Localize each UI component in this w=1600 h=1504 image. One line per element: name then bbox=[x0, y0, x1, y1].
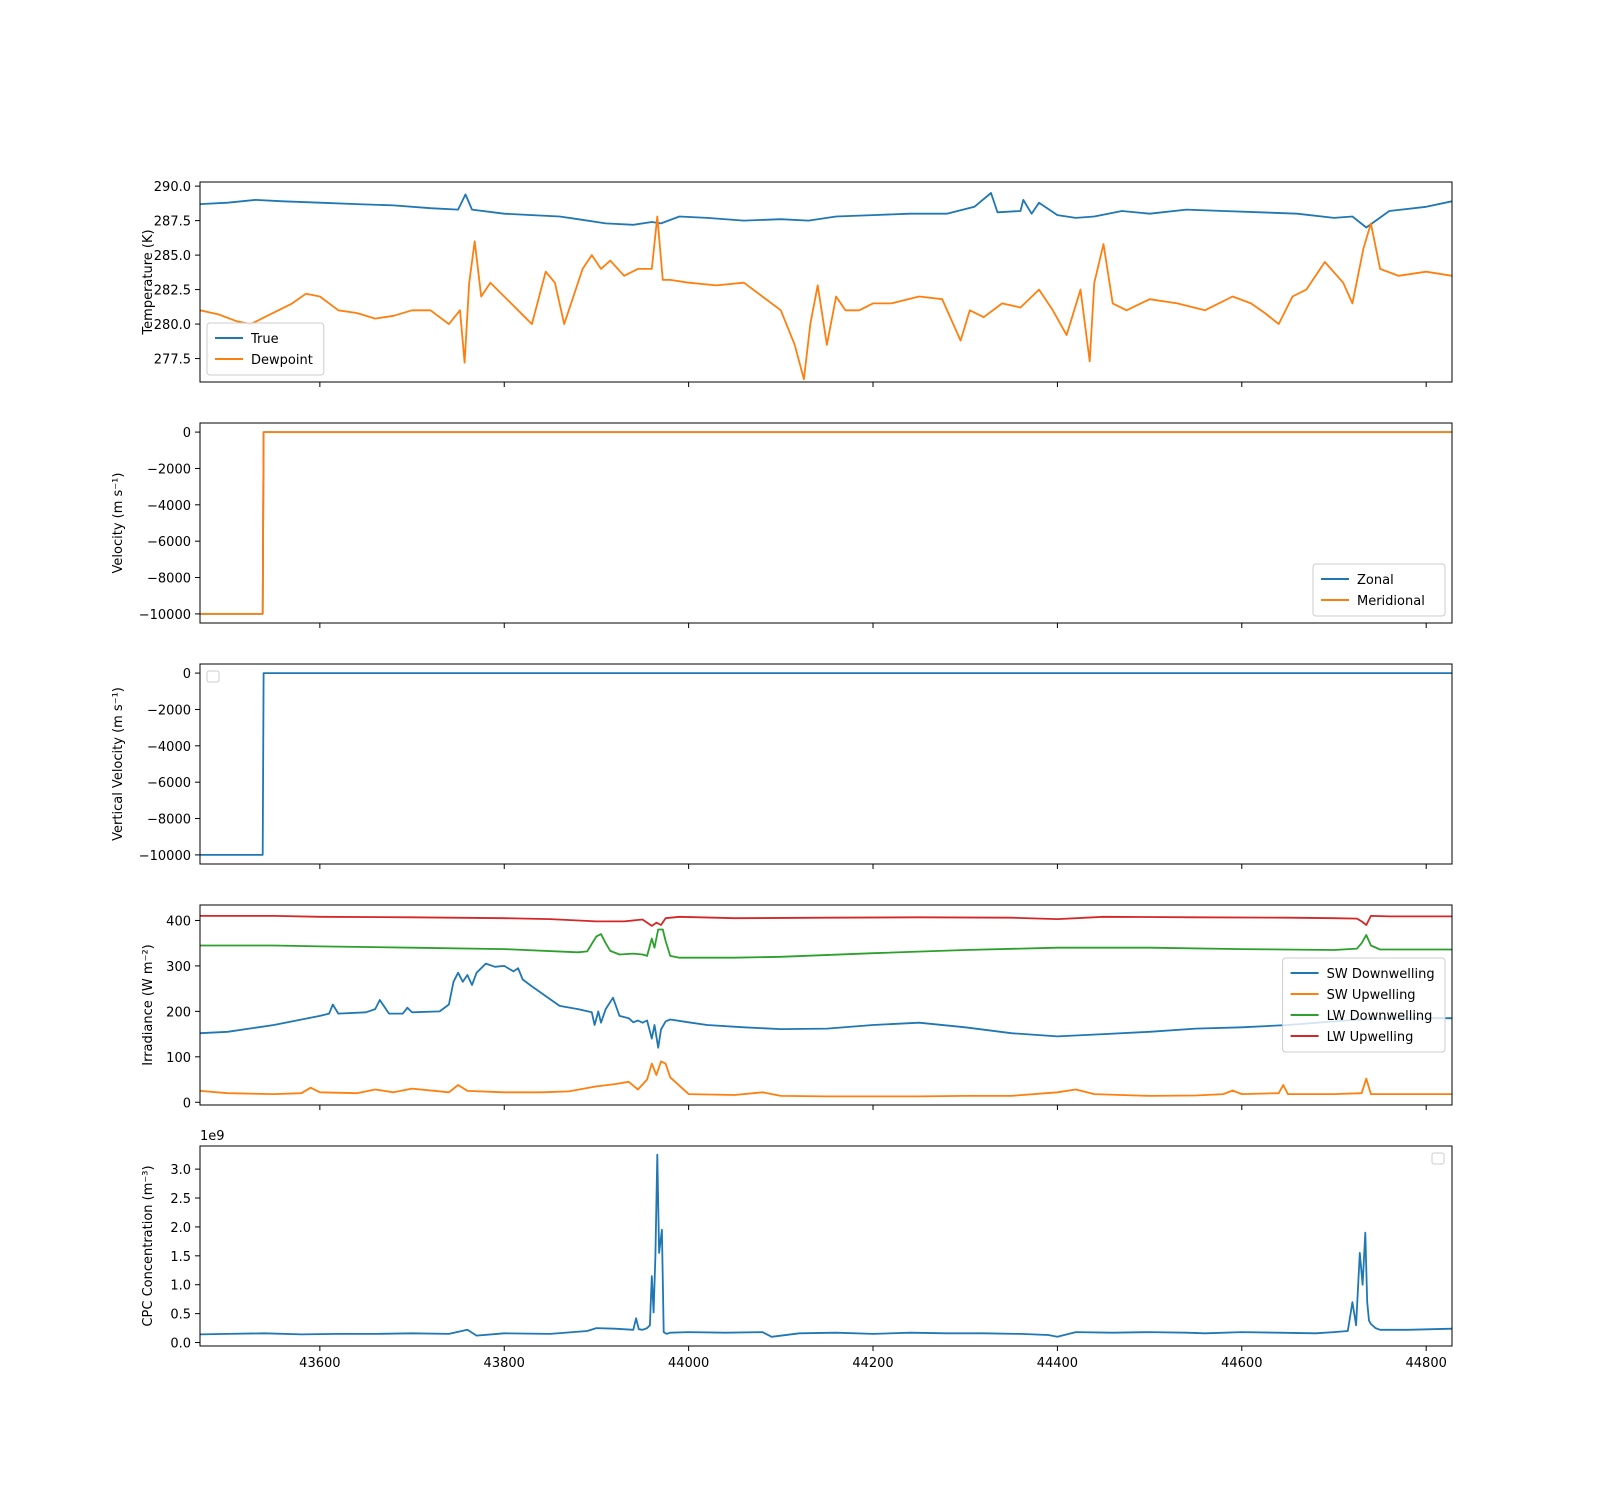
axes-frame bbox=[199, 181, 1453, 383]
legend-entry: SW Upwelling bbox=[1327, 988, 1416, 1003]
y-tick-label: 285.0 bbox=[154, 249, 191, 264]
y-tick-label: −6000 bbox=[147, 535, 191, 550]
y-tick-label: 1.5 bbox=[170, 1250, 191, 1265]
y-tick-label: 1.0 bbox=[170, 1279, 191, 1294]
x-tick-label: 44400 bbox=[1037, 1356, 1078, 1371]
axes-frame bbox=[199, 663, 1453, 865]
legend-entry: LW Downwelling bbox=[1327, 1009, 1433, 1024]
y-tick-label: 3.0 bbox=[170, 1163, 191, 1178]
series-line-lw-upwelling bbox=[200, 915, 1452, 927]
y-axis-label: Velocity (m s⁻¹) bbox=[111, 473, 126, 574]
legend-empty bbox=[1431, 1152, 1445, 1165]
legend-entry: True bbox=[250, 332, 279, 347]
y-tick-label: −4000 bbox=[147, 499, 191, 514]
y-tick-label: 280.0 bbox=[154, 318, 191, 333]
x-tick-label: 43800 bbox=[484, 1356, 525, 1371]
y-axis-label: Irradiance (W m⁻²) bbox=[141, 944, 156, 1065]
axes-frame bbox=[199, 904, 1453, 1106]
y-tick-label: 2.0 bbox=[170, 1221, 191, 1236]
y-axis-label: CPC Concentration (m⁻³) bbox=[141, 1165, 156, 1326]
y-tick-label: 100 bbox=[166, 1051, 191, 1066]
y-tick-label: −4000 bbox=[147, 740, 191, 755]
x-tick-label: 44000 bbox=[668, 1356, 709, 1371]
y-tick-label: 282.5 bbox=[154, 284, 191, 299]
y-tick-label: 200 bbox=[166, 1005, 191, 1020]
legend: Zonal Meridional bbox=[1312, 563, 1446, 617]
y-tick-label: 290.0 bbox=[154, 180, 191, 195]
y-tick-label: −8000 bbox=[147, 572, 191, 587]
series-line-5-0 bbox=[200, 1153, 1452, 1338]
legend: True Dewpoint bbox=[206, 322, 325, 376]
x-tick-label: 44600 bbox=[1221, 1356, 1262, 1371]
series-line-sw-downwelling bbox=[200, 962, 1452, 1049]
legend-entry: Dewpoint bbox=[251, 353, 313, 368]
y-tick-label: −8000 bbox=[147, 813, 191, 828]
y-tick-label: 400 bbox=[166, 914, 191, 929]
y-tick-label: 0.5 bbox=[170, 1308, 191, 1323]
y-tick-label: −2000 bbox=[147, 703, 191, 718]
y-tick-label: 0 bbox=[183, 667, 191, 682]
legend-entry: SW Downwelling bbox=[1327, 967, 1435, 982]
y-tick-label: 300 bbox=[166, 960, 191, 975]
y-tick-label: 0 bbox=[183, 426, 191, 441]
legend-entry: Zonal bbox=[1357, 573, 1394, 588]
axes-frame bbox=[199, 1145, 1453, 1347]
y-tick-label: −2000 bbox=[147, 462, 191, 477]
series-line-sw-upwelling bbox=[200, 1060, 1452, 1098]
series-line-dewpoint bbox=[200, 215, 1452, 381]
y-tick-label: 0.0 bbox=[170, 1337, 191, 1352]
y-axis-label: Temperature (K) bbox=[141, 229, 156, 335]
y-axis-label: Vertical Velocity (m s⁻¹) bbox=[111, 687, 126, 841]
series-line-zonal bbox=[200, 431, 1452, 615]
y-tick-label: −6000 bbox=[147, 776, 191, 791]
legend: SW Downwelling SW Upwelling LW Downwelling… bbox=[1282, 957, 1446, 1053]
panel-5: 43600 43800 44000 44200 44400 44600 44800 0.0 0.… bbox=[141, 1129, 1453, 1371]
y-tick-label: −10000 bbox=[139, 849, 191, 864]
series-line-meridional bbox=[200, 431, 1452, 615]
panel-1: 277.5 280.0 282.5 285.0 287.5 290.0 Temperatur… bbox=[141, 180, 1453, 387]
series-line-true bbox=[200, 192, 1452, 229]
legend-frame bbox=[1312, 563, 1446, 617]
y-tick-label: 0 bbox=[183, 1096, 191, 1111]
legend-entry: Meridional bbox=[1357, 594, 1425, 609]
axes-frame bbox=[199, 422, 1453, 624]
legend-frame bbox=[1282, 957, 1446, 1053]
x-tick-label: 44800 bbox=[1406, 1356, 1447, 1371]
panel-3: −10000 −8000 −6000 −4000 −2000 0 Vertical Velo… bbox=[111, 663, 1453, 869]
legend-frame bbox=[206, 322, 325, 376]
x-tick-label: 44200 bbox=[852, 1356, 893, 1371]
x-tick-label: 43600 bbox=[299, 1356, 340, 1371]
legend-empty bbox=[206, 670, 220, 683]
y-tick-label: 287.5 bbox=[154, 215, 191, 230]
y-offset-text: 1e9 bbox=[200, 1129, 225, 1144]
legend-entry: LW Upwelling bbox=[1327, 1030, 1414, 1045]
panel-2: −10000 −8000 −6000 −4000 −2000 0 Velocity (m s… bbox=[111, 422, 1453, 628]
series-line-lw-downwelling bbox=[200, 928, 1452, 959]
y-tick-label: 2.5 bbox=[170, 1192, 191, 1207]
y-tick-label: 277.5 bbox=[154, 353, 191, 368]
y-tick-label: −10000 bbox=[139, 608, 191, 623]
series-line-3-0 bbox=[200, 672, 1452, 856]
panel-4: 0 100 200 300 400 Irradiance (W m⁻²) SW Downwe… bbox=[141, 904, 1453, 1111]
